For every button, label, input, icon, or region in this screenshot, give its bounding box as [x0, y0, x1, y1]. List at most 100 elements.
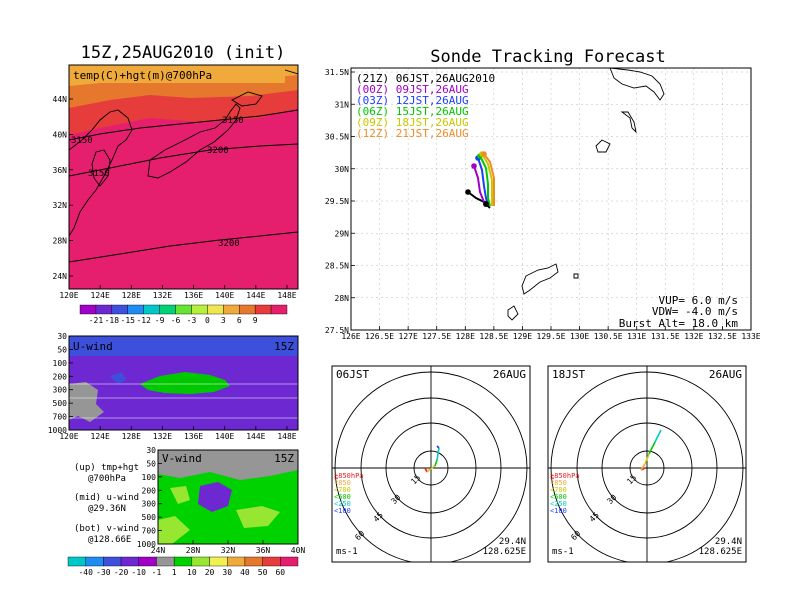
- colorbar-swatch: [111, 304, 128, 315]
- contour-label: 3150: [71, 136, 93, 146]
- colorbar-tick-label: -1: [152, 568, 162, 577]
- note-mid-sub: @29.36N: [88, 504, 126, 514]
- contour-label: 3200: [207, 146, 229, 156]
- lon-tick-label: 133E: [741, 332, 760, 341]
- hodo-trace-segment: [436, 447, 440, 461]
- lon-tick-label: 140E: [215, 291, 234, 300]
- lat-tick-label: 27.5N: [325, 326, 349, 335]
- colorbar-swatch: [270, 304, 288, 315]
- lat-tick-label: 24N: [151, 546, 166, 555]
- colorbar-tick-label: -30: [96, 568, 111, 577]
- track-legend-entry: (21Z) 06JST,26AUG2010: [356, 72, 495, 85]
- lon-tick-label: 136E: [184, 291, 203, 300]
- level-legend-entry: <700: [550, 486, 567, 494]
- launch-site-marker: [483, 201, 489, 207]
- colorbar-swatch: [227, 556, 246, 567]
- lat-tick-label: 29N: [335, 229, 350, 238]
- colorbar-swatch: [191, 304, 208, 315]
- top-map-label: temp(C)+hgt(m)@700hPa: [73, 69, 212, 82]
- lon-tick-label: 129E: [513, 332, 532, 341]
- pressure-tick-label: 500: [53, 399, 68, 408]
- track-legend-entry: (12Z) 21JST,26AUG: [356, 127, 469, 140]
- lon-tick-label: 128E: [122, 432, 141, 441]
- lat-tick-label: 40N: [53, 130, 68, 139]
- v-wind-label: V-wind: [162, 452, 202, 465]
- lon-tick-label: 130.5E: [594, 332, 623, 341]
- colorbar-swatch: [143, 304, 160, 315]
- colorbar-tick-label: 50: [258, 568, 268, 577]
- lon-tick-label: 132E: [153, 432, 172, 441]
- v-wind-time: 15Z: [274, 452, 294, 465]
- level-legend-entry: <500: [334, 493, 351, 501]
- lat-tick-label: 32N: [221, 546, 236, 555]
- level-legend-entry: <850: [550, 479, 567, 487]
- v-wind-panel: V-wind 15Z 30 50 100 200 300 500 700 1000 24N 28…: [137, 446, 306, 555]
- hodo-lon: 128.625E: [483, 547, 526, 557]
- colorbar-swatch: [85, 556, 104, 567]
- colorbar-swatch: [175, 304, 192, 315]
- lon-tick-label: 132.5E: [708, 332, 737, 341]
- lat-tick-label: 29.5N: [325, 197, 349, 206]
- vup-param: VUP= 6.0 m/s: [659, 294, 738, 307]
- lon-tick-label: 126E: [341, 332, 360, 341]
- hodo-trace-segment: [640, 463, 646, 471]
- colorbar-swatch: [191, 556, 210, 567]
- pressure-tick-label: 30: [57, 332, 67, 341]
- pressure-tick-label: 30: [146, 446, 156, 455]
- lat-tick-label: 30N: [335, 165, 350, 174]
- temperature-height-map: temp(C)+hgt(m)@700hPa 3150 3150 3150 320…: [53, 64, 299, 300]
- pressure-tick-label: 300: [142, 500, 157, 509]
- lon-tick-label: 144E: [246, 291, 265, 300]
- coastlines: [507, 68, 665, 321]
- lon-tick-label: 126.5E: [365, 332, 394, 341]
- u-wind-label: U-wind: [73, 340, 113, 353]
- pressure-tick-label: 700: [142, 527, 157, 536]
- track-map: 31.5N 31N 30.5N 30N 29.5N 29N 28.5N 28N 27.5N 12…: [325, 67, 761, 341]
- track-legend-entry: (06Z) 15JST,26AUG: [356, 105, 469, 118]
- colorbar-swatch: [239, 304, 256, 315]
- pressure-tick-label: 1000: [48, 426, 67, 435]
- hodo-trace-segment: [426, 469, 430, 473]
- sonde-track: [481, 153, 493, 206]
- colorbar-tick-label: -10: [132, 568, 147, 577]
- pressure-tick-label: 50: [57, 345, 67, 354]
- left-title: 15Z,25AUG2010 (init): [81, 43, 286, 63]
- contour-labels: 3150 3150 3150 3200 3200: [71, 116, 244, 249]
- lon-tick-label: 136E: [184, 432, 203, 441]
- colorbar-tick-label: 20: [205, 568, 215, 577]
- level-legend-entry: <100: [334, 507, 351, 515]
- note-top: (up) tmp+hgt: [74, 463, 139, 473]
- u-wind-panel: U-wind 15Z 30 50 100 200 300 500 700 1000 120E 1…: [48, 332, 299, 441]
- lon-tick-label: 144E: [246, 432, 265, 441]
- hodo-date: 26AUG: [493, 368, 526, 381]
- colorbar-tick-label: -18: [105, 316, 120, 325]
- note-bot-sub: @128.66E: [88, 535, 131, 545]
- colorbar-tick-label: 10: [187, 568, 197, 577]
- level-legend-entry: <100: [550, 507, 567, 515]
- track-legend-entry: (03Z) 12JST,26AUG: [356, 94, 469, 107]
- contour-label: 3150: [222, 116, 244, 126]
- pressure-tick-label: 700: [53, 413, 68, 422]
- colorbar-tick-label: 1: [172, 568, 177, 577]
- track-legend: (21Z) 06JST,26AUG2010(00Z) 09JST,26AUG(0…: [356, 72, 495, 140]
- colorbar-tick-label: -21: [89, 316, 104, 325]
- wind-colorbar: -40 -30 -20 -10 -1 1 10 20 30 40 50 60: [67, 556, 299, 577]
- hodo-time: 06JST: [336, 368, 369, 381]
- lat-tick-label: 28N: [53, 237, 68, 246]
- sonde-track: [479, 155, 491, 207]
- level-legend-entry: <850: [334, 479, 351, 487]
- lon-tick-label: 148E: [277, 291, 296, 300]
- colorbar-swatch: [103, 556, 122, 567]
- lat-tick-label: 28N: [186, 546, 201, 555]
- lon-tick-label: 120E: [59, 432, 78, 441]
- colorbar-swatch: [95, 304, 113, 315]
- colorbar-swatch: [280, 556, 299, 567]
- colorbar-swatch: [79, 304, 97, 315]
- lon-tick-label: 127.5E: [422, 332, 451, 341]
- lat-tick-label: 31.5N: [325, 68, 349, 77]
- level-legend-entry: <500: [550, 493, 567, 501]
- track-legend-entry: (00Z) 09JST,26AUG: [356, 83, 469, 96]
- track-start-marker: [471, 163, 477, 169]
- colorbar-swatch: [244, 556, 263, 567]
